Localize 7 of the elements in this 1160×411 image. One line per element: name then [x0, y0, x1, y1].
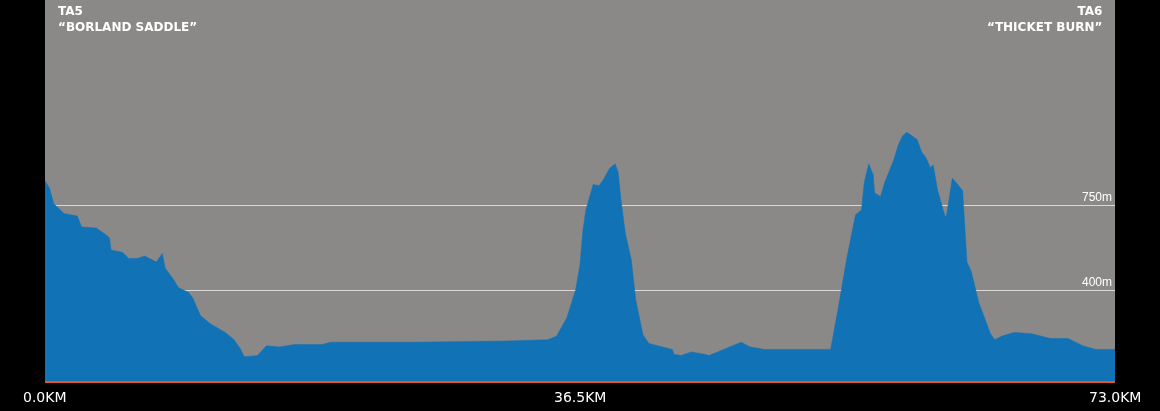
y-tick-label: 400m	[1081, 274, 1112, 289]
x-tick-label: 36.5KM	[554, 389, 607, 405]
annotation: TA6 “THICKET BURN”	[987, 4, 1103, 34]
x-tick-label: 73.0KM	[1089, 389, 1142, 405]
y-tick-label: 750m	[1081, 189, 1112, 204]
annotation: TA5 “BORLAND SADDLE”	[58, 4, 198, 34]
x-tick-label: 0.0KM	[23, 389, 67, 405]
